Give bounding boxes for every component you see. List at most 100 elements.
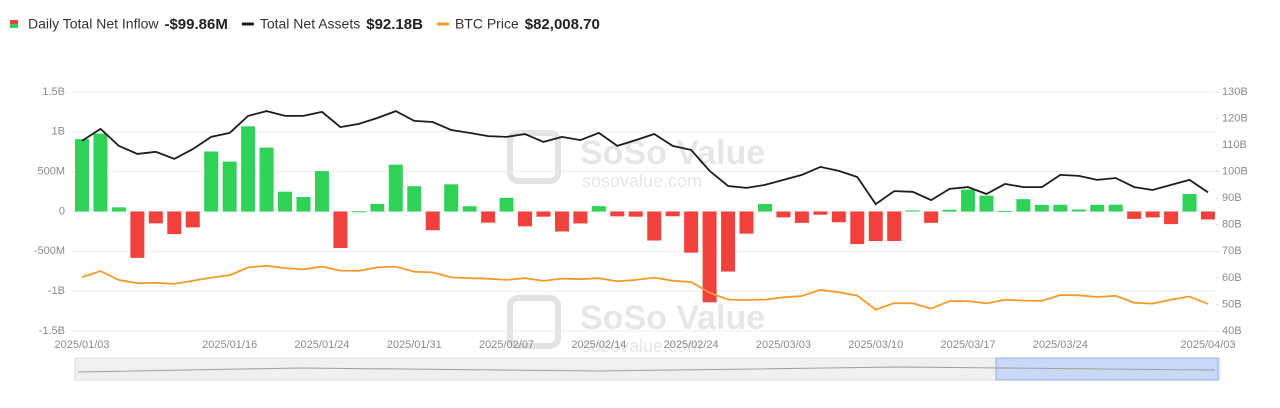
bar	[831, 211, 846, 223]
y-tick-label: -500M	[34, 245, 65, 257]
x-tick-label: 2025/03/03	[756, 339, 811, 351]
bar	[868, 211, 883, 242]
bar	[222, 161, 237, 212]
x-tick-label: 2025/02/07	[479, 339, 534, 351]
y2-tick-label: 120B	[1222, 112, 1248, 124]
bar	[997, 211, 1012, 213]
bar	[333, 211, 348, 248]
legend-label: BTC Price	[455, 16, 519, 32]
bar	[813, 211, 828, 215]
bar	[924, 211, 939, 223]
bar	[148, 211, 163, 224]
bar	[1034, 204, 1049, 212]
legend-icon	[10, 20, 18, 24]
bar	[130, 211, 145, 258]
bar	[757, 204, 772, 212]
legend-label: Total Net Assets	[260, 16, 360, 32]
x-tick-label: 2025/03/17	[941, 339, 996, 351]
bar	[259, 147, 274, 212]
bar	[942, 209, 957, 212]
x-tick-label: 2025/01/31	[387, 339, 442, 351]
legend-icon	[10, 24, 18, 28]
x-tick-label: 2025/02/14	[571, 339, 626, 351]
x-tick-label: 2025/01/03	[54, 339, 109, 351]
legend-value: -$99.86M	[164, 16, 227, 33]
y2-tick-label: 110B	[1222, 139, 1247, 151]
x-tick-label: 2025/03/10	[848, 339, 903, 351]
bar	[1201, 211, 1215, 220]
line	[81, 110, 1209, 206]
bar	[499, 197, 514, 212]
y2-tick-label: 90B	[1222, 192, 1242, 204]
line	[81, 264, 1209, 311]
bar	[111, 207, 126, 212]
bar	[167, 211, 182, 235]
bar	[1145, 211, 1160, 218]
legend-value: $82,008.70	[525, 16, 600, 33]
y2-tick-label: 100B	[1222, 166, 1248, 178]
bar	[647, 211, 662, 241]
x-tick-label: 2025/01/16	[202, 339, 257, 351]
bar	[739, 211, 754, 234]
y-tick-label: 0	[59, 205, 65, 217]
bar	[296, 197, 311, 212]
x-tick-label: 2025/04/03	[1180, 339, 1235, 351]
y-tick-label: 1.5B	[42, 86, 65, 98]
x-tick-label: 2025/03/24	[1033, 339, 1088, 351]
y-tick-label: -1B	[48, 285, 65, 297]
x-tick-label: 2025/01/24	[294, 339, 349, 351]
bar	[370, 203, 385, 212]
bar	[462, 206, 477, 212]
bar	[1127, 211, 1142, 219]
y-tick-label: 1B	[52, 126, 65, 138]
bar	[425, 211, 440, 231]
y2-tick-label: 60B	[1222, 272, 1242, 284]
bar	[794, 211, 809, 223]
y2-tick-label: 50B	[1222, 298, 1242, 310]
bar	[1164, 211, 1179, 225]
y2-tick-label: 40B	[1222, 325, 1242, 337]
bar	[1182, 193, 1197, 212]
bar	[481, 211, 496, 223]
bar	[351, 211, 366, 213]
bar	[887, 211, 902, 241]
bar	[628, 211, 643, 217]
bar	[241, 126, 256, 212]
legend-label: Daily Total Net Inflow	[28, 16, 159, 32]
y-tick-label: 500M	[37, 166, 65, 178]
bar	[1016, 199, 1031, 212]
bar	[93, 133, 108, 212]
bar	[721, 211, 736, 272]
bar	[665, 211, 680, 217]
bar	[185, 211, 200, 228]
bar	[204, 151, 219, 212]
bar	[850, 211, 865, 245]
bar	[776, 211, 791, 218]
bar	[278, 191, 293, 212]
bar	[905, 210, 920, 212]
watermark-logo	[507, 295, 561, 349]
navigator-wave	[77, 366, 1216, 373]
y2-tick-label: 70B	[1222, 245, 1242, 257]
bar	[314, 171, 329, 212]
bar	[591, 206, 606, 212]
watermark-url: sosovalue.com	[582, 171, 702, 191]
bar	[388, 164, 403, 212]
bar	[536, 211, 551, 217]
bar	[518, 211, 533, 227]
bar	[554, 211, 569, 232]
legend-value: $92.18B	[366, 16, 423, 33]
bar	[1053, 204, 1068, 212]
bar	[610, 211, 625, 217]
bar	[407, 186, 422, 212]
bar	[75, 139, 89, 212]
bar	[1108, 204, 1123, 212]
bar	[573, 211, 588, 224]
bar	[979, 195, 994, 212]
bar	[1090, 204, 1105, 212]
bar	[961, 189, 976, 212]
y-tick-label: -1.5B	[39, 325, 65, 337]
watermark-url: sosovalue.com	[582, 336, 702, 356]
navigator[interactable]	[74, 357, 1221, 381]
